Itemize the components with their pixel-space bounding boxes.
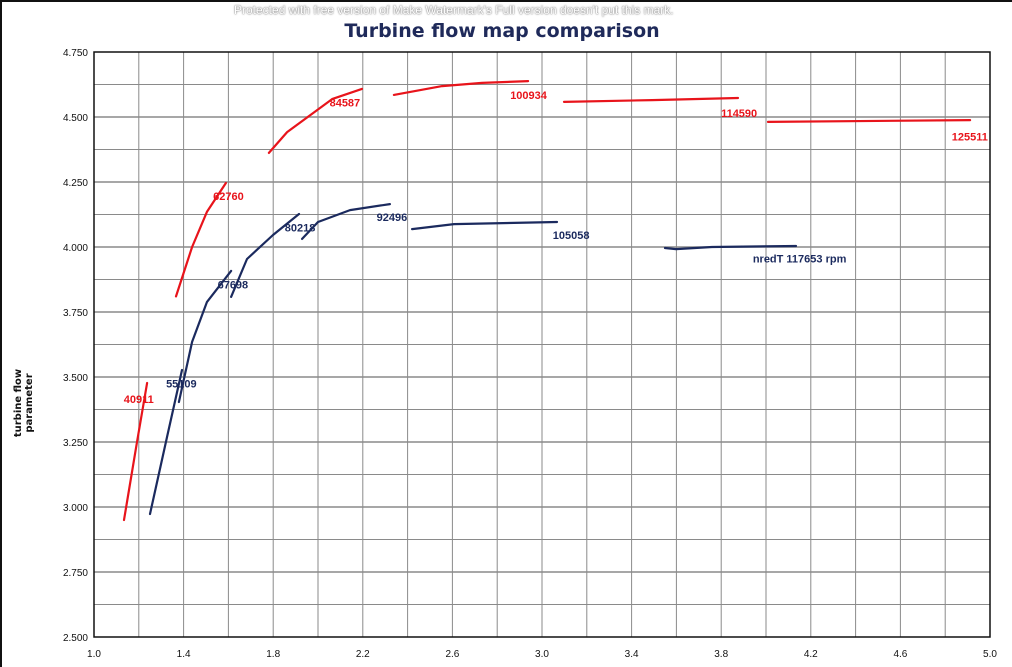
y-tick-label: 4.500	[63, 113, 88, 124]
x-tick-label: 3.8	[714, 649, 728, 660]
plot-border	[93, 51, 991, 638]
x-tick-label: 4.2	[804, 649, 818, 660]
y-tick-label: 3.750	[63, 308, 88, 319]
series-line-114590	[562, 96, 740, 103]
series-line-62760	[174, 181, 227, 298]
series-label: 84587	[330, 98, 361, 110]
series-label: 92496	[377, 212, 408, 224]
x-tick-label: 5.0	[983, 649, 997, 660]
series-line-40911	[122, 381, 149, 522]
y-tick-label: 4.000	[63, 243, 88, 254]
series-line-100934	[392, 80, 530, 96]
y-tick-label: 2.500	[63, 633, 88, 644]
series-label: 62760	[213, 191, 244, 203]
x-tick-label: 4.6	[893, 649, 907, 660]
x-tick-label: 1.0	[87, 649, 101, 660]
series-line-125511	[766, 119, 972, 123]
series-label: 100934	[510, 90, 548, 102]
chart-title: Turbine flow map comparison	[344, 20, 660, 42]
series-line-105058	[411, 220, 559, 231]
series-line-67698	[177, 269, 233, 404]
series-label: 125511	[952, 131, 988, 143]
y-tick-label: 4.750	[63, 48, 88, 59]
series-line-92496	[301, 203, 391, 240]
x-tick-label: 1.4	[177, 649, 191, 660]
x-tick-label: 2.6	[445, 649, 459, 660]
series-line-80218	[230, 212, 301, 298]
series-label: nredT 117653 rpm	[753, 254, 847, 266]
series-line-nredT-117653-rpm	[663, 244, 798, 251]
y-tick-label: 3.500	[63, 373, 88, 384]
y-tick-label: 4.250	[63, 178, 88, 189]
series-line-84587	[267, 87, 363, 154]
x-tick-label: 3.0	[535, 649, 549, 660]
series-label: 40911	[124, 394, 154, 406]
series-line-55109	[148, 368, 184, 516]
y-tick-label: 3.000	[63, 503, 88, 514]
x-tick-label: 2.2	[356, 649, 370, 660]
series-label: 105058	[553, 230, 590, 242]
series-label: 67698	[218, 280, 249, 292]
watermark-text: Protected with free version of Make Wate…	[234, 3, 674, 17]
x-tick-label: 1.8	[266, 649, 280, 660]
series-label: 55109	[166, 378, 197, 390]
x-tick-label: 3.4	[625, 649, 639, 660]
y-tick-label: 2.750	[63, 568, 88, 579]
series-label: 114590	[721, 108, 757, 120]
y-tick-label: 3.250	[63, 438, 88, 449]
